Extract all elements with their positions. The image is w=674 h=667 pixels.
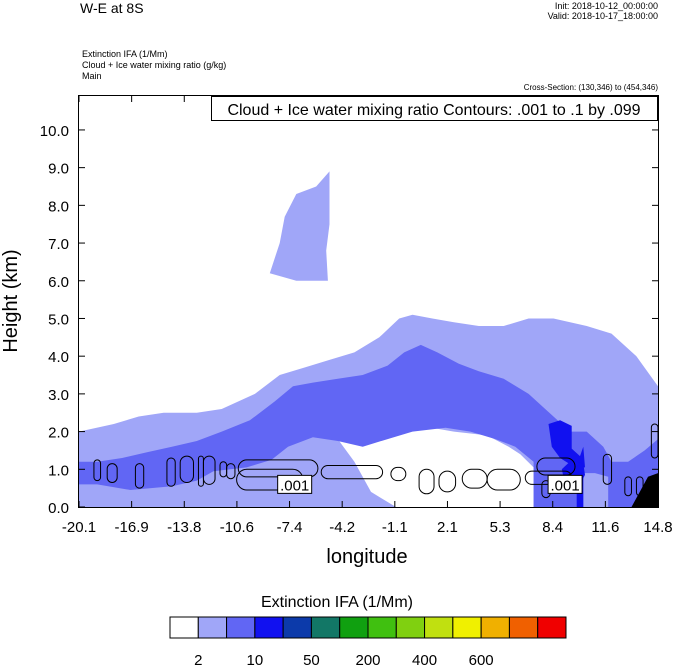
x-tick-label: -13.8 <box>167 519 201 536</box>
axis-layer: -20.1 -16.9 -13.8 -10.6 -7.4 -4.2 -1.1 2.1 5.3 8.… <box>40 96 673 536</box>
extinction-region-50-200 <box>548 420 585 468</box>
mixing-ratio-contour <box>438 470 457 493</box>
colorbar-swatch <box>169 616 199 639</box>
mixing-ratio-contour <box>390 466 407 482</box>
colorbar-label: 50 <box>303 652 320 667</box>
field-label-main: Main <box>82 71 102 81</box>
mixing-ratio-contour <box>320 465 384 480</box>
extinction-region-max <box>631 473 658 507</box>
valid-time: Valid: 2018-10-17_18:00:00 <box>547 11 658 21</box>
y-tick-label: 1.0 <box>48 462 69 479</box>
contour-label-box <box>277 474 313 494</box>
y-tick-label: 3.0 <box>48 387 69 404</box>
x-tick-label: -20.1 <box>62 519 96 536</box>
field-label-cloud-ice: Cloud + Ice water mixing ratio (g/kg) <box>82 60 227 70</box>
x-tick-label: -10.6 <box>220 519 254 536</box>
plot-frame <box>78 95 659 508</box>
contour-label: .001 <box>550 477 579 494</box>
mixing-ratio-contour <box>486 468 521 491</box>
mixing-ratio-contour <box>134 463 145 489</box>
x-tick-label: 11.6 <box>591 519 619 536</box>
mixing-ratio-contour <box>624 476 632 497</box>
init-time: Init: 2018-10-12_00:00:00 <box>554 1 658 11</box>
y-axis-title: Height (km) <box>0 249 22 352</box>
colorbar-swatch <box>395 616 426 639</box>
colorbar-title: Extinction IFA (1/Mm) <box>260 594 414 611</box>
extinction-region-2-10-upper <box>269 171 330 281</box>
contour-info-box <box>211 96 658 121</box>
y-tick-label: 2.0 <box>48 425 69 442</box>
colorbar-label: 600 <box>469 652 494 667</box>
contour-info-text: Cloud + Ice water mixing ratio Contours:… <box>227 102 640 119</box>
colorbar-label: 400 <box>412 652 437 667</box>
colorbar-label: 200 <box>355 652 380 667</box>
contour-label-box <box>547 474 583 494</box>
x-tick-label: 5.3 <box>490 519 511 536</box>
y-tick-label: 6.0 <box>48 274 69 291</box>
colorbar-swatch <box>424 616 454 639</box>
y-tick-label: 4.0 <box>48 349 69 366</box>
x-axis-title: longitude <box>326 546 407 568</box>
colorbar: 2 10 50 200 400 600 <box>169 616 567 667</box>
y-tick-label: 8.0 <box>48 198 69 215</box>
mixing-ratio-contour <box>106 463 118 483</box>
colorbar-swatch <box>310 616 341 639</box>
y-tick-label: 5.0 <box>48 311 69 328</box>
y-tick-label: 7.0 <box>48 236 69 253</box>
x-tick-label: -1.1 <box>382 519 408 536</box>
field-label-extinction: Extinction IFA (1/Mm) <box>82 49 168 59</box>
y-tick-label: 9.0 <box>48 161 69 178</box>
data-layer: .001 .001 <box>79 171 658 507</box>
colorbar-swatch <box>197 616 228 639</box>
x-tick-label: 2.1 <box>437 519 458 536</box>
mixing-ratio-contour <box>179 455 194 483</box>
colorbar-swatch <box>339 616 369 639</box>
y-tick-label: 0.0 <box>48 500 69 517</box>
colorbar-swatch <box>480 616 510 639</box>
extinction-region-10-50 <box>79 344 658 507</box>
colorbar-swatch <box>226 616 256 639</box>
colorbar-label: 10 <box>247 652 264 667</box>
mixing-ratio-contour <box>602 453 613 485</box>
x-tick-label: 8.4 <box>542 519 563 536</box>
x-tick-label: 14.8 <box>643 519 672 536</box>
x-tick-label: -4.2 <box>329 519 355 536</box>
x-tick-label: -7.4 <box>277 519 303 536</box>
colorbar-swatch <box>452 616 482 639</box>
y-tick-label: 10.0 <box>40 123 69 140</box>
colorbar-swatch <box>254 616 284 639</box>
mixing-ratio-contour <box>226 463 236 480</box>
mixing-ratio-contour <box>202 455 216 485</box>
colorbar-label: 2 <box>194 652 202 667</box>
cross-section-label: Cross-Section: (130,346) to (454,346) <box>523 83 658 92</box>
colorbar-swatch <box>282 616 312 639</box>
x-tick-label: -16.9 <box>115 519 149 536</box>
mixing-ratio-contour <box>635 476 644 497</box>
mixing-ratio-contour <box>166 457 176 487</box>
extinction-region-below-2 <box>337 425 534 507</box>
mixing-ratio-contour <box>418 468 435 495</box>
colorbar-swatch <box>508 616 539 639</box>
colorbar-swatch <box>367 616 397 639</box>
contour-label: .001 <box>280 477 309 494</box>
plot-title: W-E at 8S <box>80 0 144 16</box>
colorbar-swatch <box>537 616 567 639</box>
mixing-ratio-contour <box>93 459 102 482</box>
